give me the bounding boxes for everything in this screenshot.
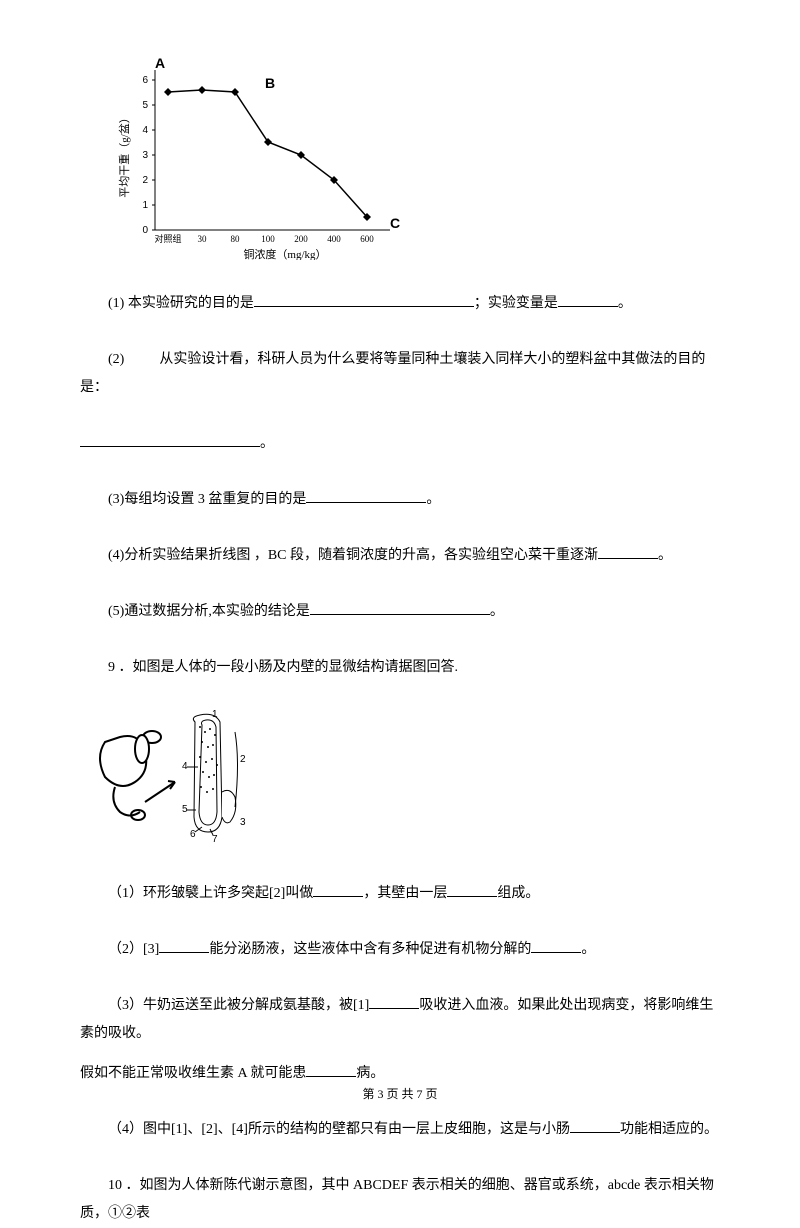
q9-3-a: （3）牛奶运送至此被分解成氨基酸，被[1] — [108, 998, 369, 1013]
question-9-3: （3）牛奶运送至此被分解成氨基酸，被[1]吸收进入血液。如果此处出现病变，将影响… — [80, 992, 720, 1048]
svg-text:1: 1 — [142, 200, 148, 211]
chart-svg: 0 1 2 3 4 5 6 对照组 30 80 100 200 400 600 — [110, 60, 405, 260]
blank — [558, 290, 618, 307]
question-4: (4)分析实验结果折线图 ，BC 段，随着铜浓度的升高，各实验组空心菜干重逐渐 。 — [80, 542, 720, 570]
blank — [598, 542, 658, 559]
svg-text:1: 1 — [212, 709, 218, 720]
svg-text:400: 400 — [327, 234, 341, 244]
q1-text-b: ；实验变量是 — [474, 296, 558, 311]
y-axis-label: 平均干重（g/盆） — [117, 112, 131, 198]
q9-1-a: （1）环形皱襞上许多突起[2]叫做 — [108, 886, 313, 901]
q9-2-a: （2）[3] — [108, 942, 159, 957]
blank — [159, 936, 209, 953]
question-9-intro: 9 ．如图是人体的一段小肠及内壁的显微结构请据图回答. — [80, 654, 720, 682]
blank — [80, 430, 260, 447]
svg-text:2: 2 — [240, 754, 246, 765]
q5-text: 通过数据分析,本实验的结论是 — [124, 604, 310, 619]
q9-2-b: 能分泌肠液，这些液体中含有多种促进有机物分解的 — [209, 942, 531, 957]
q1-text-a: 本实验研究的目的是 — [128, 296, 254, 311]
q5-prefix: (5) — [108, 604, 124, 619]
chart-point-label-a: A — [155, 55, 165, 71]
q9-3-d: 病。 — [356, 1066, 384, 1081]
blank — [313, 880, 363, 897]
q4-text: 分析实验结果折线图 ，BC 段，随着铜浓度的升高，各实验组空心菜干重逐渐 — [124, 548, 598, 563]
q2-text: 从实验设计看，科研人员为什么要将等量同种土壤装入同样大小的塑料盆中其做法的目的是… — [80, 352, 705, 395]
q1-end: 。 — [618, 296, 632, 311]
question-9-4: （4）图中[1]、[2]、[4]所示的结构的壁都只有由一层上皮细胞，这是与小肠 功… — [80, 1116, 720, 1144]
anatomy-diagram: 1 2 3 4 5 6 7 — [90, 707, 720, 852]
svg-text:200: 200 — [294, 234, 308, 244]
q4-prefix: (4) — [108, 548, 124, 563]
chart-point-label-c: C — [390, 215, 400, 231]
q9-3-c: 假如不能正常吸收维生素 A 就可能患 — [80, 1066, 306, 1081]
q5-end: 。 — [490, 604, 504, 619]
blank — [369, 992, 419, 1009]
q9-2-c: 。 — [581, 942, 595, 957]
svg-text:2: 2 — [142, 175, 148, 186]
blank — [310, 598, 490, 615]
blank — [570, 1116, 620, 1133]
blank — [254, 290, 474, 307]
blank — [306, 1060, 356, 1077]
q3-text: 每组均设置 3 盆重复的目的是 — [124, 492, 306, 507]
svg-text:3: 3 — [142, 150, 148, 161]
x-axis-label: 铜浓度（mg/kg） — [243, 247, 326, 260]
q9-4-a: （4）图中[1]、[2]、[4]所示的结构的壁都只有由一层上皮细胞，这是与小肠 — [108, 1122, 570, 1137]
blank — [531, 936, 581, 953]
question-2: (2) 从实验设计看，科研人员为什么要将等量同种土壤装入同样大小的塑料盆中其做法… — [80, 346, 720, 402]
blank — [306, 486, 426, 503]
q1-prefix: (1) — [108, 296, 124, 311]
chart-container: A B C 0 1 2 3 4 5 6 对照组 30 80 100 2 — [110, 60, 720, 260]
question-9-2: （2）[3] 能分泌肠液，这些液体中含有多种促进有机物分解的 。 — [80, 936, 720, 964]
svg-text:4: 4 — [142, 125, 148, 136]
svg-text:6: 6 — [190, 829, 196, 840]
svg-text:100: 100 — [261, 234, 275, 244]
q9-1-b: ，其壁由一层 — [363, 886, 447, 901]
question-2-blank: 。 — [80, 430, 720, 458]
question-9-3b: 假如不能正常吸收维生素 A 就可能患 病。 — [80, 1060, 720, 1088]
q9-1-c: 组成。 — [497, 886, 539, 901]
svg-text:80: 80 — [231, 234, 241, 244]
question-10: 10 ．如图为人体新陈代谢示意图，其中 ABCDEF 表示相关的细胞、器官或系统… — [80, 1172, 720, 1228]
q4-end: 。 — [658, 548, 672, 563]
svg-text:30: 30 — [198, 234, 208, 244]
question-1: (1) 本实验研究的目的是 ；实验变量是 。 — [80, 290, 720, 318]
svg-text:5: 5 — [142, 100, 148, 111]
svg-text:600: 600 — [360, 234, 374, 244]
q2-end: 。 — [260, 436, 274, 451]
question-3: (3)每组均设置 3 盆重复的目的是 。 — [80, 486, 720, 514]
svg-text:6: 6 — [142, 75, 148, 86]
q2-prefix: (2) — [108, 352, 124, 367]
svg-text:7: 7 — [212, 834, 218, 845]
question-9-1: （1）环形皱襞上许多突起[2]叫做 ，其壁由一层 组成。 — [80, 880, 720, 908]
question-5: (5)通过数据分析,本实验的结论是 。 — [80, 598, 720, 626]
q3-end: 。 — [426, 492, 440, 507]
blank — [447, 880, 497, 897]
q9-4-b: 功能相适应的。 — [620, 1122, 718, 1137]
svg-text:0: 0 — [142, 225, 148, 236]
intestine-svg: 1 2 3 4 5 6 7 — [90, 707, 290, 847]
svg-text:3: 3 — [240, 817, 246, 828]
chart-point-label-b: B — [265, 75, 275, 91]
page-footer: 第 3 页 共 7 页 — [0, 1085, 800, 1102]
svg-text:对照组: 对照组 — [154, 233, 181, 244]
line-chart: A B C 0 1 2 3 4 5 6 对照组 30 80 100 2 — [110, 60, 390, 260]
q3-prefix: (3) — [108, 492, 124, 507]
